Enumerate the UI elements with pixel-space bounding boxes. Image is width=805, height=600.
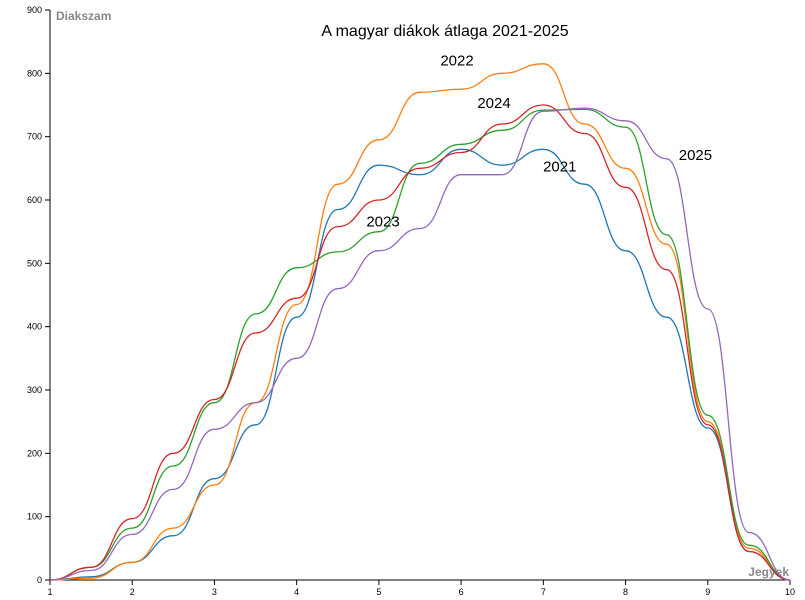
x-tick-label: 7: [541, 587, 546, 597]
y-tick-label: 500: [27, 258, 42, 268]
annotation-group: 2022 2024 2025 2021 2023: [366, 53, 712, 231]
x-tick-label: 1: [47, 587, 52, 597]
y-tick-label: 700: [27, 132, 42, 142]
x-tick-label: 6: [459, 587, 464, 597]
series-line-2025: [49, 107, 791, 581]
series-label-2021: 2021: [543, 159, 576, 176]
series-line-2024: [49, 104, 791, 581]
x-tick-label: 2: [130, 587, 135, 597]
x-tick-label: 9: [705, 587, 710, 597]
x-tick-label: 8: [623, 587, 628, 597]
x-tick-label: 10: [785, 587, 795, 597]
x-tick-label: 5: [376, 587, 381, 597]
series-line-2022: [49, 63, 791, 581]
y-tick-label: 0: [37, 575, 42, 585]
x-tick-label: 3: [212, 587, 217, 597]
series-label-2023: 2023: [366, 214, 399, 231]
y-tick-label: 800: [27, 68, 42, 78]
series-label-2025: 2025: [679, 147, 712, 164]
series-group: [49, 63, 791, 581]
series-label-2024: 2024: [477, 95, 510, 112]
series-line-2023: [49, 108, 791, 581]
y-tick-label: 400: [27, 322, 42, 332]
x-axis-title: Jegyek: [748, 565, 789, 579]
y-axis: 0 100 200 300 400 500 600 700 800 900: [27, 5, 51, 585]
y-axis-title: Diakszam: [56, 9, 111, 23]
series-line-2021: [49, 148, 791, 581]
y-tick-label: 100: [27, 512, 42, 522]
y-tick-label: 600: [27, 195, 42, 205]
y-tick-label: 900: [27, 5, 42, 15]
chart-title: A magyar diákok átlaga 2021-2025: [321, 23, 568, 40]
series-label-2022: 2022: [440, 53, 473, 70]
x-tick-label: 4: [294, 587, 299, 597]
x-axis: 1 2 3 4 5 6 7 8 9 10: [47, 579, 795, 597]
y-tick-label: 200: [27, 448, 42, 458]
y-tick-label: 300: [27, 385, 42, 395]
